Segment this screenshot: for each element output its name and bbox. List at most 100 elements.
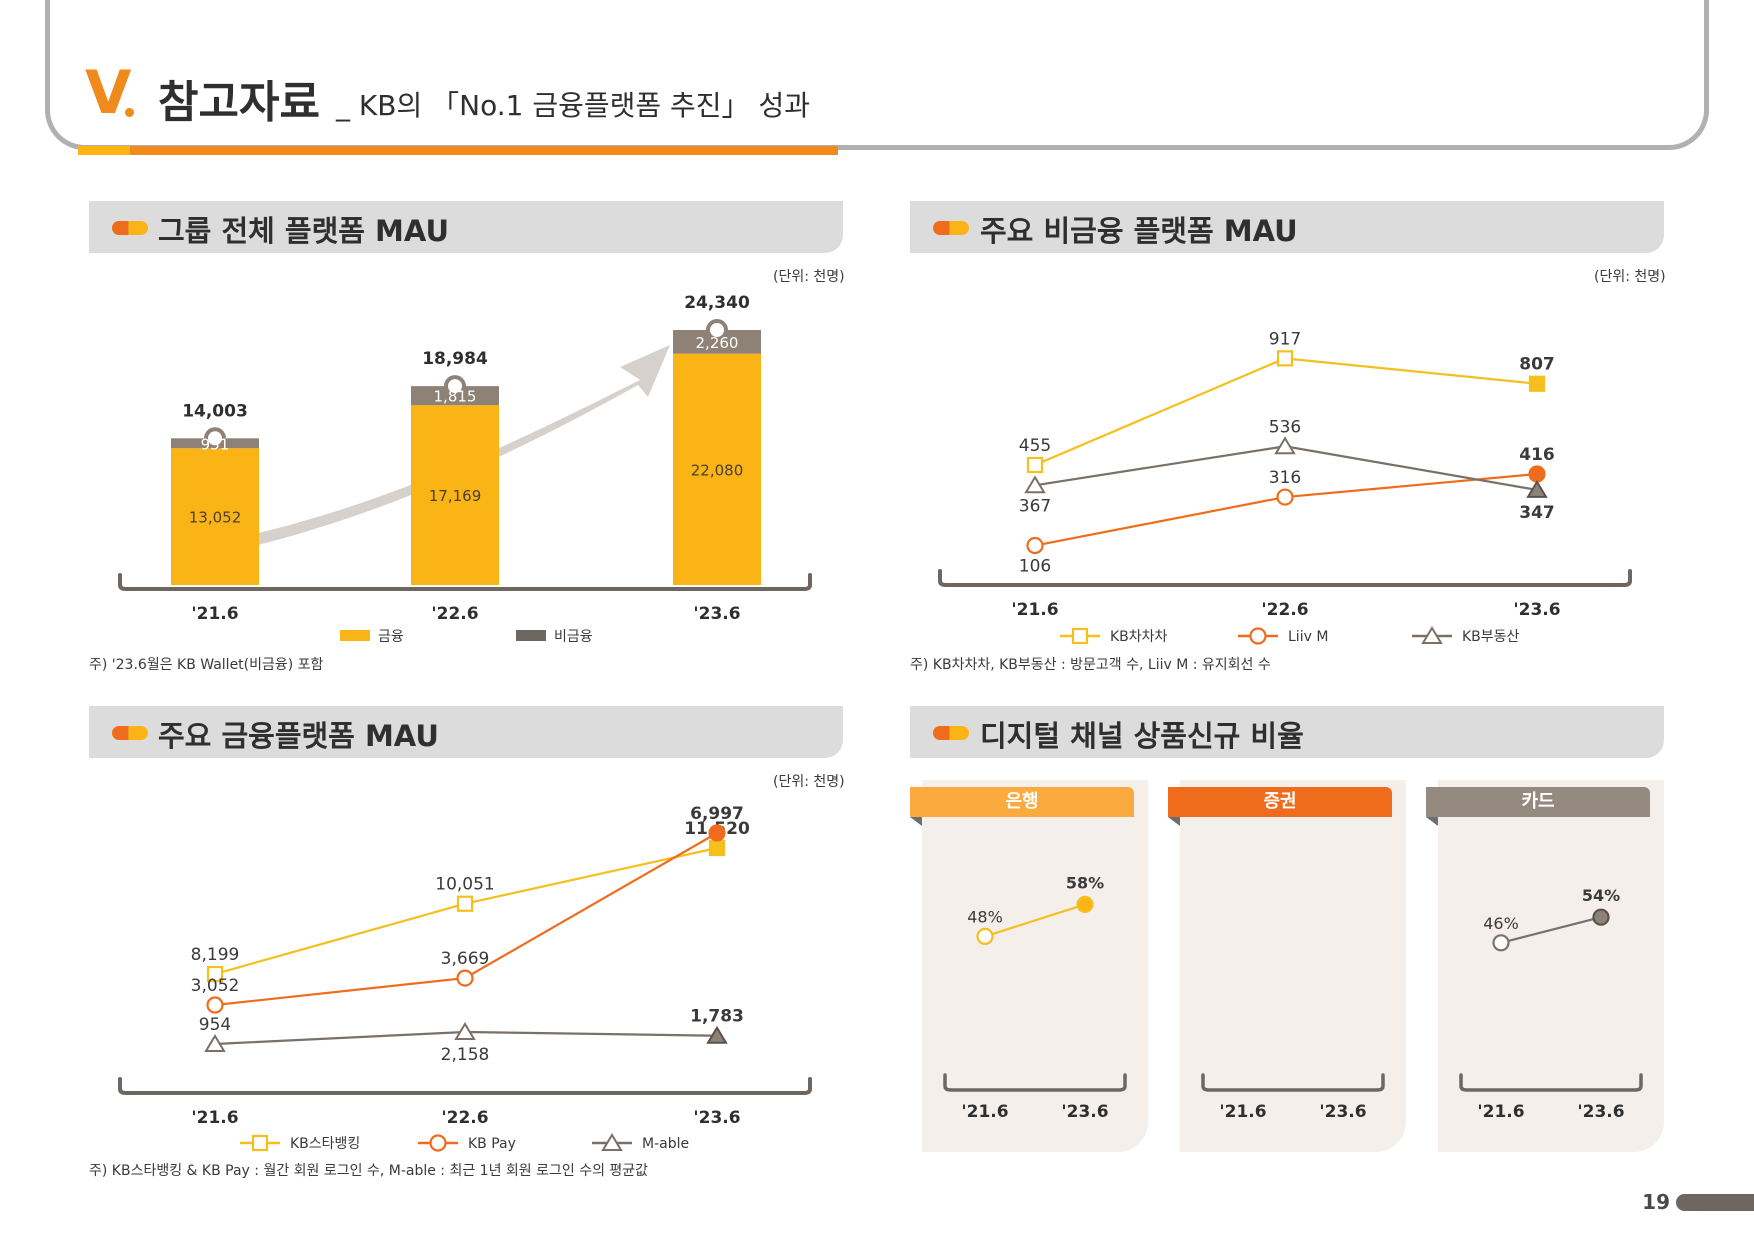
data-point xyxy=(1492,934,1510,952)
bar-top-marker xyxy=(204,427,226,450)
card-tab-fold xyxy=(1426,817,1438,826)
x-tick-label: '21.6 xyxy=(191,604,238,624)
x-tick-label: '22.6 xyxy=(431,604,478,624)
x-axis-baseline xyxy=(938,569,1632,587)
x-axis-baseline xyxy=(118,1077,812,1095)
section-title-digital: 디지털 채널 상품신규 비율 xyxy=(980,719,1304,753)
bar-nonfinance xyxy=(673,330,761,354)
data-label: 10,051 xyxy=(435,875,494,895)
data-label: 54% xyxy=(1582,886,1620,905)
footnote-nonfin-mau: 주) KB차차차, KB부동산 : 방문고객 수, Liiv M : 유지회선 … xyxy=(910,657,1271,673)
data-label: 106 xyxy=(1019,557,1051,577)
section-number: V xyxy=(85,58,132,128)
legend-marker xyxy=(1249,627,1267,645)
x-tick-label: '21.6 xyxy=(1011,600,1058,620)
page-number: 19 xyxy=(1642,1190,1670,1214)
card-tab-bank: 은행 xyxy=(910,787,1134,817)
bar-total-label: 18,984 xyxy=(422,349,488,369)
bar-value-label: 951 xyxy=(201,435,230,453)
data-point xyxy=(1024,475,1046,494)
legend-label: KB차차차 xyxy=(1110,629,1168,645)
data-label: 3,052 xyxy=(191,976,240,996)
bar-value-label: 17,169 xyxy=(429,487,482,505)
page-title: 참고자료 xyxy=(158,77,320,128)
data-label: 416 xyxy=(1519,445,1555,465)
x-tick-label: '23.6 xyxy=(1061,1102,1108,1120)
bar-finance xyxy=(171,448,259,585)
data-label: 536 xyxy=(1269,417,1301,437)
legend-label: KB부동산 xyxy=(1462,629,1520,645)
x-axis-baseline xyxy=(1459,1073,1643,1092)
header-accent-line xyxy=(78,146,838,155)
unit-label: (단위: 천명) xyxy=(1594,269,1666,285)
header-frame xyxy=(45,0,1709,150)
x-tick-label: '21.6 xyxy=(1219,1102,1266,1120)
unit-label: (단위: 천명) xyxy=(773,774,845,790)
section-title-fin-mau: 주요 금융플랫폼 MAU xyxy=(158,719,439,753)
legend-label: KB스타뱅킹 xyxy=(290,1136,360,1152)
page-subtitle: _ KB의 「No.1 금융플랫폼 추진」 성과 xyxy=(336,89,810,122)
bar-total-label: 14,003 xyxy=(182,401,248,421)
bar-total-label: 24,340 xyxy=(684,293,750,313)
data-point xyxy=(1276,350,1294,367)
data-point xyxy=(1274,436,1296,455)
x-tick-label: '23.6 xyxy=(1319,1102,1366,1120)
x-tick-label: '21.6 xyxy=(1477,1102,1524,1120)
series-line xyxy=(984,903,1086,938)
legend-label: KB Pay xyxy=(468,1136,516,1152)
footnote-group-mau: 주) '23.6월은 KB Wallet(비금융) 포함 xyxy=(89,657,324,673)
legend-marker xyxy=(1071,627,1089,645)
section-pill-icon xyxy=(933,221,969,235)
data-point xyxy=(1076,895,1094,914)
legend-label: M-able xyxy=(642,1136,689,1152)
page-number-tab xyxy=(1676,1194,1754,1211)
data-point xyxy=(456,969,474,987)
card-tab-fold xyxy=(910,817,922,826)
x-tick-label: '23.6 xyxy=(1513,600,1560,620)
data-point xyxy=(454,1022,476,1040)
bar-top-marker xyxy=(444,375,466,398)
card-tab-card: 카드 xyxy=(1426,787,1650,817)
data-point xyxy=(708,839,726,857)
legend-marker xyxy=(601,1133,623,1151)
section-header-fin-mau xyxy=(89,706,843,758)
section-title-nonfin-mau: 주요 비금융 플랫폼 MAU xyxy=(980,214,1298,248)
data-label: 807 xyxy=(1519,355,1555,375)
x-tick-label: '21.6 xyxy=(961,1102,1008,1120)
section-header-group-mau xyxy=(89,201,843,253)
data-point xyxy=(976,927,994,946)
data-point xyxy=(1528,465,1546,483)
legend-swatch-nonfinance xyxy=(516,630,546,641)
data-label: 46% xyxy=(1483,914,1519,933)
data-point xyxy=(708,824,726,842)
data-label: 2,158 xyxy=(441,1045,490,1065)
section-pill-icon xyxy=(112,726,148,740)
x-tick-label: '22.6 xyxy=(441,1108,488,1128)
data-point xyxy=(206,996,224,1014)
data-label: 1,783 xyxy=(690,1007,744,1027)
data-label: 455 xyxy=(1019,436,1051,456)
footnote-fin-mau: 주) KB스타뱅킹 & KB Pay : 월간 회원 로그인 수, M-able… xyxy=(89,1163,649,1179)
fin-mau-chart: 8,19910,05111,5203,0523,6696,9979542,158… xyxy=(118,804,812,1152)
legend-marker xyxy=(251,1134,269,1152)
data-point xyxy=(1526,479,1548,498)
x-axis-baseline xyxy=(118,573,812,591)
nonfin-mau-chart: 455 917 807 106 316 416 367 536 347 '21.6 '22.6 '23… xyxy=(938,329,1632,645)
group-mau-chart: 13,052 951 14,003 '21.6 17,169 1,815 18,984 '22… xyxy=(118,293,812,645)
data-label: 3,669 xyxy=(441,949,490,969)
section-title-group-mau: 그룹 전체 플랫폼 MAU xyxy=(158,214,450,248)
data-label: 367 xyxy=(1019,496,1051,516)
card-tab-fold xyxy=(1168,817,1180,826)
data-label: 347 xyxy=(1519,503,1555,523)
bar-finance xyxy=(411,405,499,585)
bar-value-label: 22,080 xyxy=(691,461,744,479)
legend-marker xyxy=(429,1134,447,1152)
growth-arrow xyxy=(250,345,670,547)
data-label: 58% xyxy=(1066,873,1104,892)
header-accent-line-start xyxy=(78,146,130,155)
x-tick-label: '23.6 xyxy=(693,604,740,624)
section-pill-icon xyxy=(112,221,148,235)
data-label: 8,199 xyxy=(191,945,240,965)
digital-ratio-chart: 48%58%'21.6'23.694%96%'21.6'23.646%54%'2… xyxy=(943,873,1643,1120)
section-pill-icon xyxy=(933,726,969,740)
